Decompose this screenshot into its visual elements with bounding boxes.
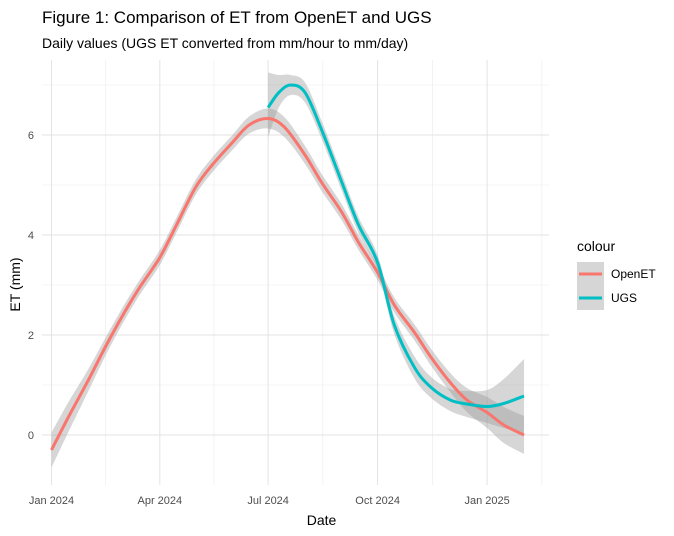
confidence-ribbons bbox=[51, 72, 525, 468]
y-tick-label: 4 bbox=[28, 230, 34, 242]
legend-title: colour bbox=[577, 238, 615, 254]
grid-lines bbox=[42, 60, 549, 485]
x-tick-label: Oct 2024 bbox=[355, 495, 400, 507]
series-line-ugs bbox=[266, 83, 525, 409]
y-axis-title: ET (mm) bbox=[7, 257, 23, 311]
legend-label: OpenET bbox=[611, 267, 656, 281]
chart-title: Figure 1: Comparison of ET from OpenET a… bbox=[42, 8, 432, 27]
x-tick-label: Apr 2024 bbox=[137, 495, 182, 507]
x-tick-label: Jul 2024 bbox=[247, 495, 289, 507]
chart-subtitle: Daily values (UGS ET converted from mm/h… bbox=[42, 35, 409, 51]
series-lines bbox=[50, 83, 525, 451]
legend-label: UGS bbox=[611, 291, 637, 305]
y-tick-label: 0 bbox=[28, 430, 34, 442]
legend: colour OpenET UGS bbox=[577, 238, 656, 310]
confidence-band-openet bbox=[51, 108, 525, 468]
y-tick-label: 6 bbox=[28, 130, 34, 142]
series-line-openet bbox=[50, 116, 525, 451]
x-tick-label: Jan 2025 bbox=[464, 495, 509, 507]
x-axis-title: Date bbox=[307, 512, 337, 528]
x-tick-label: Jan 2024 bbox=[29, 495, 74, 507]
y-tick-label: 2 bbox=[28, 330, 34, 342]
confidence-band-ugs bbox=[268, 72, 525, 433]
